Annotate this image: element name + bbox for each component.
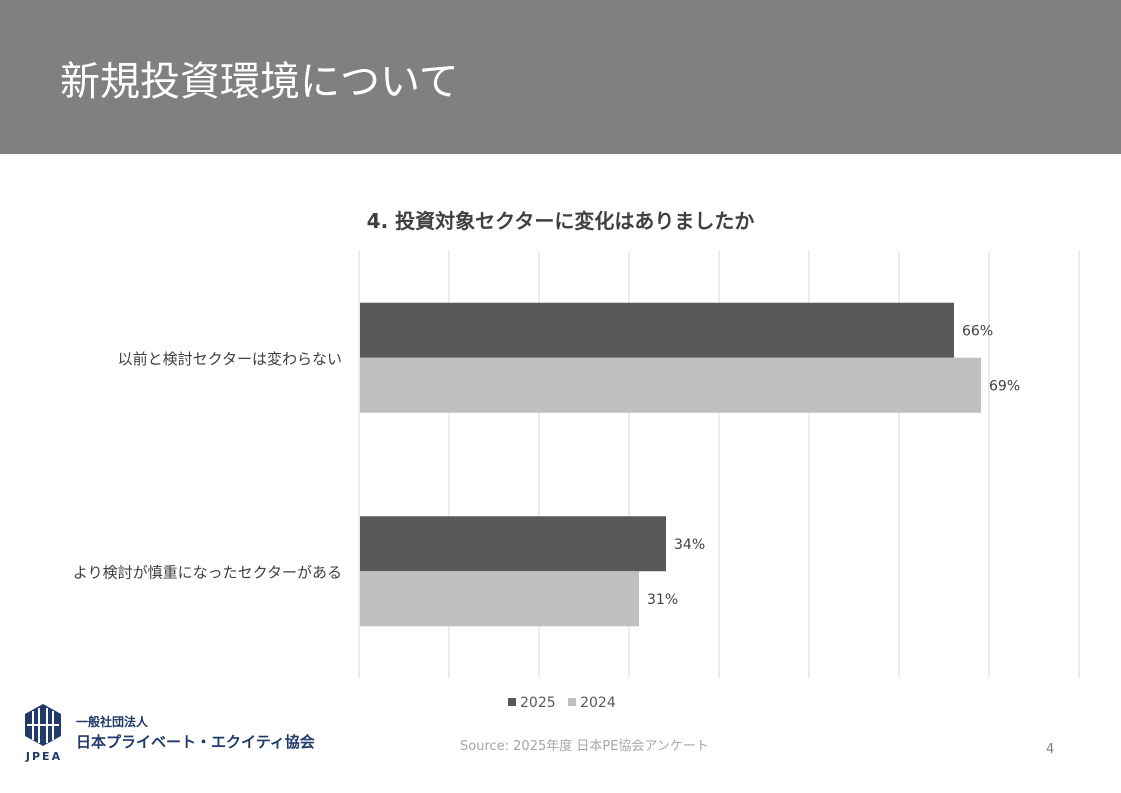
legend-swatch-2024 [568, 698, 577, 706]
org-name-top: 一般社団法人 [76, 715, 149, 729]
page-number: 4 [1046, 742, 1055, 757]
legend-item-2025: 2025 [508, 695, 556, 711]
data-label: 34% [674, 537, 705, 553]
category-label: より検討が慎重になったセクターがある [73, 563, 342, 581]
legend-swatch-2025 [508, 698, 516, 706]
data-label: 69% [989, 378, 1020, 394]
jpea-logo: JPEA [25, 704, 62, 763]
org-name-main: 日本プライベート・エクイティ協会 [76, 733, 315, 751]
slide-title: 新規投資環境について [60, 59, 459, 105]
legend-label-2025: 2025 [520, 695, 556, 711]
bar-2024 [360, 357, 981, 413]
bar-2025 [360, 516, 666, 572]
legend-item-2024: 2024 [568, 695, 616, 711]
data-label: 66% [962, 323, 993, 339]
chart-legend: 2025 2024 [508, 695, 624, 711]
slide-header: 新規投資環境について [0, 0, 1121, 154]
bar-2025 [360, 302, 954, 358]
source-note: Source: 2025年度 日本PE協会アンケート [460, 739, 709, 754]
bar-2024 [360, 571, 639, 627]
data-label: 31% [647, 592, 678, 608]
legend-label-2024: 2024 [580, 695, 616, 711]
chart-title: 4. 投資対象セクターに変化はありましたか [366, 209, 755, 233]
svg-text:JPEA: JPEA [25, 750, 62, 763]
category-label: 以前と検討セクターは変わらない [118, 350, 342, 368]
